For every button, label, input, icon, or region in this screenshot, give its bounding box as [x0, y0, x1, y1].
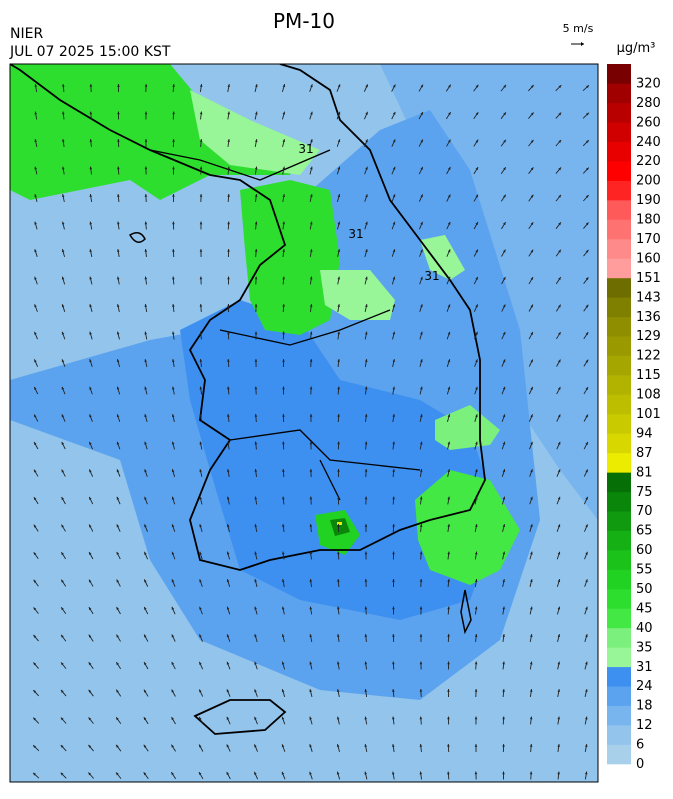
- colorbar-label: 65: [636, 524, 653, 539]
- agency: NIER: [10, 26, 43, 42]
- colorbar-bin: [607, 336, 631, 356]
- colorbar-label: 280: [636, 96, 661, 111]
- colorbar-label: 151: [636, 271, 661, 286]
- colorbar-label: 94: [636, 426, 653, 441]
- colorbar-label: 143: [636, 290, 661, 305]
- colorbar-label: 108: [636, 388, 661, 403]
- legend-unit: μg/m³: [617, 41, 656, 56]
- colorbar-bin: [607, 142, 631, 162]
- map: 31 31 31: [10, 64, 598, 782]
- colorbar-bin: [607, 492, 631, 512]
- colorbar-bin: [607, 395, 631, 415]
- colorbar-bin: [607, 83, 631, 103]
- colorbar-bin: [607, 745, 631, 765]
- colorbar-label: 136: [636, 310, 661, 325]
- colorbar-label: 24: [636, 679, 653, 694]
- colorbar-bin: [607, 258, 631, 278]
- colorbar-bin: [607, 589, 631, 609]
- colorbar-bin: [607, 161, 631, 181]
- colorbar-label: 50: [636, 582, 653, 597]
- colorbar-bin: [607, 181, 631, 201]
- colorbar-label: 200: [636, 174, 661, 189]
- colorbar-label: 18: [636, 699, 653, 714]
- colorbar-bin: [607, 220, 631, 240]
- colorbar-label: 0: [636, 757, 644, 772]
- colorbar-label: 129: [636, 329, 661, 344]
- colorbar-label: 55: [636, 563, 653, 578]
- colorbar-label: 81: [636, 465, 653, 480]
- colorbar-bin: [607, 200, 631, 220]
- colorbar-bin: [607, 297, 631, 317]
- colorbar-bin: [607, 414, 631, 434]
- colorbar-bin: [607, 531, 631, 551]
- colorbar-label: 160: [636, 251, 661, 266]
- colorbar-bin: [607, 550, 631, 570]
- colorbar-bin: [607, 608, 631, 628]
- colorbar-bin: [607, 725, 631, 745]
- colorbar-label: 240: [636, 135, 661, 150]
- colorbar-bin: [607, 453, 631, 473]
- colorbar-bin: [607, 317, 631, 337]
- colorbar-label: 35: [636, 640, 653, 655]
- contour-label: 31: [424, 269, 439, 283]
- colorbar: 0 6 12 18 24 31 35 40 45 50 55 60 65 70 75 81 87 94 101 108…: [607, 64, 661, 772]
- pm-field: [337, 522, 342, 525]
- colorbar-bin: [607, 686, 631, 706]
- title: PM-10: [273, 9, 335, 33]
- colorbar-label: 115: [636, 368, 661, 383]
- colorbar-bin: [607, 570, 631, 590]
- colorbar-bin: [607, 647, 631, 667]
- wind-scale-head: [581, 42, 584, 46]
- colorbar-bin: [607, 628, 631, 648]
- colorbar-bin: [607, 511, 631, 531]
- colorbar-label: 101: [636, 407, 661, 422]
- colorbar-label: 122: [636, 349, 661, 364]
- contour-label: 31: [348, 227, 363, 241]
- colorbar-label: 75: [636, 485, 653, 500]
- colorbar-label: 180: [636, 213, 661, 228]
- colorbar-label: 170: [636, 232, 661, 247]
- colorbar-bin: [607, 239, 631, 259]
- colorbar-label: 40: [636, 621, 653, 636]
- colorbar-label: 60: [636, 543, 653, 558]
- colorbar-bin: [607, 433, 631, 453]
- contour-label: 31: [298, 142, 313, 156]
- colorbar-label: 320: [636, 76, 661, 91]
- colorbar-bin: [607, 472, 631, 492]
- colorbar-label: 6: [636, 738, 644, 753]
- colorbar-bin: [607, 356, 631, 376]
- colorbar-label: 87: [636, 446, 653, 461]
- colorbar-label: 70: [636, 504, 653, 519]
- colorbar-label: 220: [636, 154, 661, 169]
- colorbar-bin: [607, 706, 631, 726]
- colorbar-bin: [607, 103, 631, 123]
- colorbar-label: 260: [636, 115, 661, 130]
- colorbar-label: 45: [636, 601, 653, 616]
- colorbar-bin: [607, 122, 631, 142]
- colorbar-bin: [607, 278, 631, 298]
- colorbar-bin: [607, 375, 631, 395]
- wind-scale-label: 5 m/s: [563, 22, 594, 35]
- datetime: JUL 07 2025 15:00 KST: [9, 44, 171, 60]
- colorbar-label: 31: [636, 660, 653, 675]
- colorbar-bin: [607, 64, 631, 84]
- colorbar-label: 12: [636, 718, 653, 733]
- colorbar-label: 190: [636, 193, 661, 208]
- colorbar-bin: [607, 667, 631, 687]
